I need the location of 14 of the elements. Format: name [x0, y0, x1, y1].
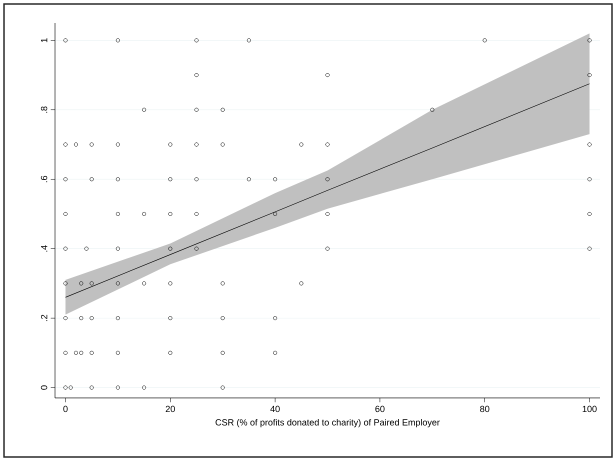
x-tick-label: 20	[166, 406, 175, 412]
x-tick-label: 60	[375, 406, 385, 412]
x-tick-label: 80	[480, 406, 490, 412]
line-series	[65, 83, 590, 298]
y-tick-label: 1	[41, 38, 48, 42]
y-tick-label: .8	[40, 106, 48, 113]
x-tick-label: 0	[63, 406, 68, 412]
y-tick-label: .2	[40, 314, 48, 322]
y-tick-label: .6	[40, 176, 48, 182]
x-axis-title: CSR (% of profits donated to charity) of Paired Employer	[216, 418, 440, 428]
x-tick-label: 100	[582, 406, 597, 412]
y-tick-label: .4	[41, 245, 48, 252]
y-tick-label: 0	[40, 385, 48, 390]
x-tick-label: 40	[270, 406, 280, 412]
